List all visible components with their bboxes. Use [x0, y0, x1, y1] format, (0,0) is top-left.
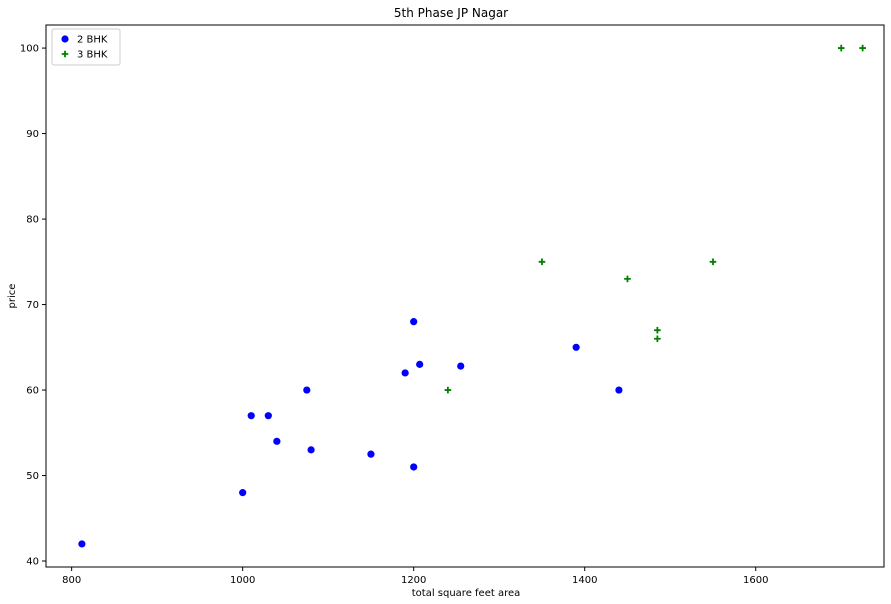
- y-tick-label: 50: [26, 471, 39, 482]
- series-2-bhk: [78, 318, 623, 548]
- plot-frame: [45, 24, 885, 568]
- data-point: [410, 463, 418, 471]
- data-point: [654, 326, 661, 334]
- legend-marker-plus: [61, 50, 69, 58]
- plot-area: 800 1000 1200 1400 1600 40 50 60 70 80 90 100: [20, 24, 885, 586]
- data-point: [401, 369, 409, 377]
- y-tick-label: 60: [26, 386, 39, 397]
- data-point: [307, 446, 315, 454]
- legend-label: 2 BHK: [77, 35, 108, 46]
- data-point: [410, 318, 418, 326]
- data-point: [859, 44, 866, 52]
- data-point: [239, 489, 247, 497]
- data-point: [416, 360, 424, 368]
- data-point: [457, 362, 465, 370]
- data-point: [367, 450, 375, 458]
- y-tick-label: 40: [26, 557, 39, 568]
- x-axis-label: total square feet area: [412, 588, 521, 599]
- data-point: [572, 343, 580, 351]
- y-tick-label: 80: [26, 215, 39, 226]
- x-tick-label: 1600: [743, 575, 768, 586]
- y-tick-label: 90: [26, 129, 39, 140]
- data-point: [615, 386, 623, 394]
- data-point: [837, 44, 845, 52]
- data-point: [247, 412, 255, 420]
- series-3-bhk: [444, 44, 866, 394]
- x-tick-label: 1200: [401, 575, 426, 586]
- legend: 2 BHK 3 BHK: [51, 28, 121, 66]
- x-tick-label: 800: [62, 575, 81, 586]
- data-point: [78, 540, 86, 548]
- legend-label: 3 BHK: [77, 50, 108, 61]
- y-tick-label: 100: [20, 44, 39, 55]
- data-point: [273, 437, 281, 445]
- data-point: [264, 412, 272, 420]
- legend-box: [51, 28, 121, 66]
- x-tick-label: 1000: [230, 575, 255, 586]
- data-point: [538, 258, 546, 266]
- data-point: [624, 275, 631, 283]
- legend-marker-circle: [61, 35, 69, 43]
- data-point: [654, 335, 661, 343]
- y-axis-label: price: [7, 284, 18, 309]
- x-tick-label: 1400: [572, 575, 597, 586]
- data-point: [444, 386, 452, 394]
- data-point: [709, 258, 717, 266]
- y-tick-label: 70: [26, 300, 39, 311]
- chart-title: 5th Phase JP Nagar: [394, 6, 508, 20]
- data-point: [303, 386, 311, 394]
